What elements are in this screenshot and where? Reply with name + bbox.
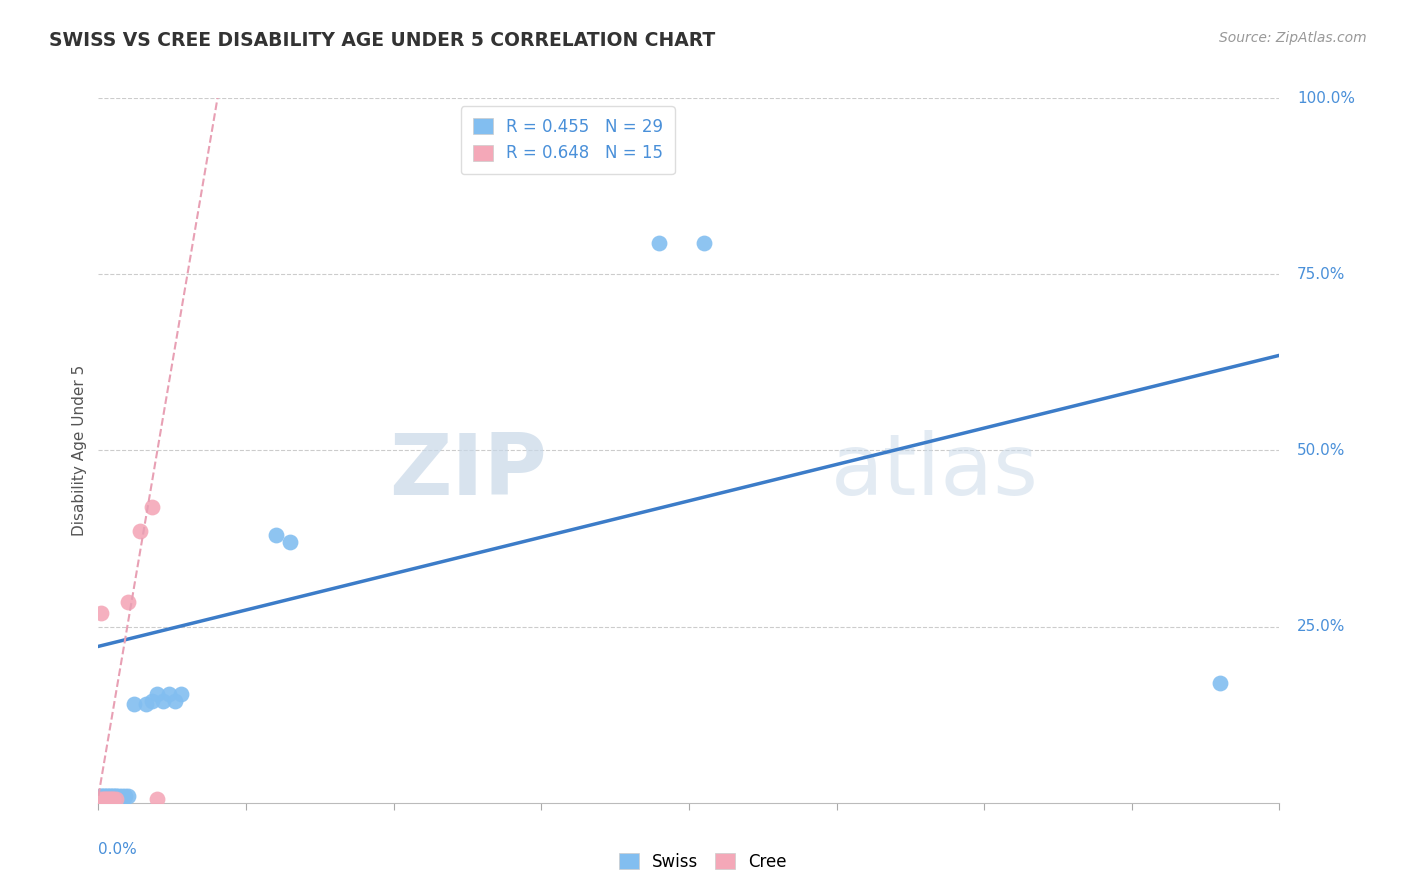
Point — [103, 789, 125, 803]
Legend: R = 0.455   N = 29, R = 0.648   N = 15: R = 0.455 N = 29, R = 0.648 N = 15 — [461, 106, 675, 174]
Point — [264, 528, 287, 542]
Point — [111, 789, 134, 803]
Y-axis label: Disability Age Under 5: Disability Age Under 5 — [72, 365, 87, 536]
Point — [165, 693, 187, 707]
Point — [105, 789, 128, 803]
Point — [1209, 676, 1232, 690]
Point — [117, 789, 139, 803]
Point — [96, 789, 118, 803]
Point — [135, 697, 157, 711]
Point — [93, 789, 115, 803]
Point — [146, 792, 169, 806]
Point — [93, 792, 115, 806]
Text: 50.0%: 50.0% — [1298, 443, 1346, 458]
Text: Source: ZipAtlas.com: Source: ZipAtlas.com — [1219, 31, 1367, 45]
Point — [105, 792, 128, 806]
Point — [170, 687, 193, 701]
Point — [93, 789, 115, 803]
Point — [90, 789, 112, 803]
Text: ZIP: ZIP — [389, 430, 547, 513]
Point — [93, 792, 115, 806]
Point — [128, 524, 150, 539]
Text: 100.0%: 100.0% — [1298, 91, 1355, 105]
Point — [98, 792, 121, 806]
Point — [98, 789, 121, 803]
Text: 0.0%: 0.0% — [98, 841, 138, 856]
Point — [117, 595, 139, 609]
Point — [152, 693, 174, 707]
Point — [103, 792, 125, 806]
Point — [90, 606, 112, 620]
Text: 75.0%: 75.0% — [1298, 267, 1346, 282]
Point — [122, 697, 145, 711]
Point — [98, 792, 121, 806]
Text: atlas: atlas — [831, 430, 1039, 513]
Point — [90, 792, 112, 806]
Point — [157, 687, 180, 701]
Point — [96, 789, 118, 803]
Point — [103, 792, 125, 806]
Point — [103, 789, 125, 803]
Point — [96, 792, 118, 806]
Point — [146, 687, 169, 701]
Point — [280, 535, 302, 549]
Point — [105, 789, 128, 803]
Point — [98, 789, 121, 803]
Point — [648, 235, 671, 250]
Point — [108, 789, 131, 803]
Legend: Swiss, Cree: Swiss, Cree — [610, 845, 796, 880]
Point — [96, 792, 118, 806]
Point — [114, 789, 136, 803]
Point — [90, 789, 112, 803]
Text: 25.0%: 25.0% — [1298, 619, 1346, 634]
Point — [693, 235, 716, 250]
Text: SWISS VS CREE DISABILITY AGE UNDER 5 CORRELATION CHART: SWISS VS CREE DISABILITY AGE UNDER 5 COR… — [49, 31, 716, 50]
Point — [141, 693, 163, 707]
Point — [141, 500, 163, 514]
